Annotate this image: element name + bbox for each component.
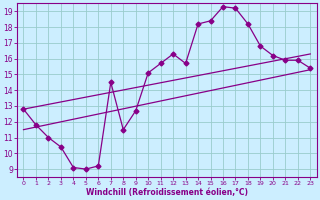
X-axis label: Windchill (Refroidissement éolien,°C): Windchill (Refroidissement éolien,°C) — [86, 188, 248, 197]
